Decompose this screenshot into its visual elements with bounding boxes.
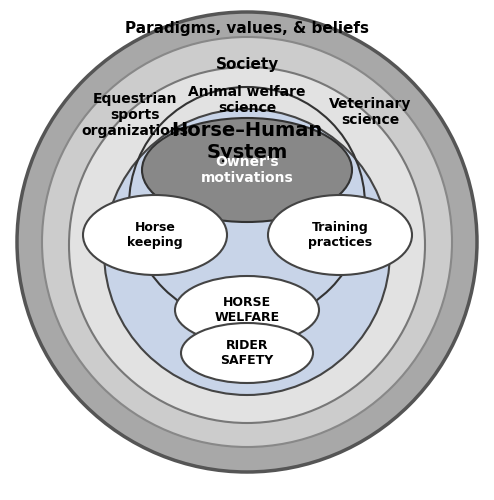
Circle shape: [17, 12, 477, 472]
Text: Horse
keeping: Horse keeping: [127, 221, 183, 249]
Ellipse shape: [83, 195, 227, 275]
Circle shape: [69, 67, 425, 423]
Text: RIDER
SAFETY: RIDER SAFETY: [220, 339, 274, 367]
Text: Society: Society: [215, 58, 279, 72]
Circle shape: [42, 37, 452, 447]
Text: Training
practices: Training practices: [308, 221, 372, 249]
Text: Paradigms, values, & beliefs: Paradigms, values, & beliefs: [125, 20, 369, 36]
Text: Veterinary
science: Veterinary science: [329, 97, 411, 127]
Text: Animal welfare
science: Animal welfare science: [188, 85, 306, 115]
Text: Owner's
motivations: Owner's motivations: [201, 155, 293, 185]
Text: Equestrian
sports
organizations: Equestrian sports organizations: [82, 92, 188, 138]
Ellipse shape: [142, 118, 352, 222]
Ellipse shape: [268, 195, 412, 275]
Ellipse shape: [181, 323, 313, 383]
Text: HORSE
WELFARE: HORSE WELFARE: [214, 296, 280, 324]
Ellipse shape: [175, 276, 319, 344]
Text: Horse–Human
System: Horse–Human System: [171, 122, 323, 162]
Circle shape: [104, 109, 390, 395]
